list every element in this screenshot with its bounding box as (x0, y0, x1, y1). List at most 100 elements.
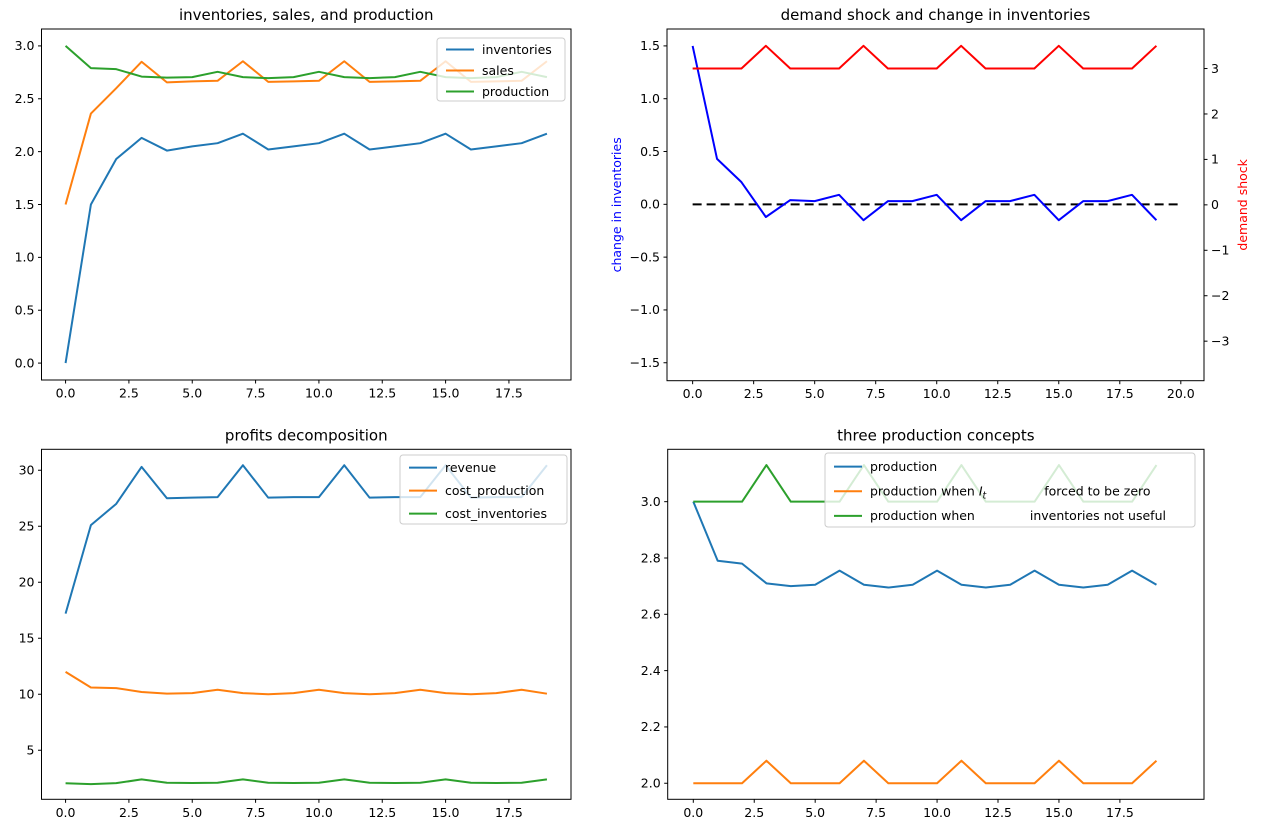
y-tick-label: 1.5 (640, 38, 660, 53)
line-demand-shock (692, 44, 1158, 70)
x-tick-label: 17.5 (1106, 805, 1134, 820)
x-tick-label: 12.5 (368, 805, 396, 820)
y-tick-right-label: 3 (1211, 61, 1219, 76)
legend-label-sales: sales (482, 63, 514, 78)
y-tick-label: 3.0 (15, 38, 35, 53)
x-tick-label: 5.0 (805, 386, 825, 401)
panel-three-production-concepts: three production concepts 0.0 2.5 5.0 7.5 10.… (641, 426, 1205, 820)
y-tick-right-label: −1 (1211, 243, 1229, 258)
x-tick-label: 10.0 (305, 805, 333, 820)
legend-label-production: production (482, 84, 549, 99)
y-tick-label: 0.5 (640, 144, 660, 159)
y-tick-label: −1.5 (630, 355, 660, 370)
chart-title-profits-decomposition: profits decomposition (225, 426, 388, 444)
x-tick-label: 17.5 (1106, 386, 1134, 401)
x-tick-label: 12.5 (984, 386, 1012, 401)
y-tick-label: 15 (19, 631, 35, 646)
line-production-when-i-t-forced-to-be-zero (693, 759, 1158, 785)
y-tick-label: 1.0 (640, 91, 660, 106)
chart-title-inventories-sales-production: inventories, sales, and production (179, 6, 434, 24)
line-cost-production (65, 670, 548, 696)
x-tick-label: 0.0 (683, 386, 703, 401)
ylabel-left: change in inventories (609, 137, 624, 272)
y-tick-right-label: −3 (1211, 333, 1229, 348)
chart-title-three-production-concepts: three production concepts (837, 426, 1035, 444)
x-tick-label: 0.0 (56, 386, 76, 401)
legend-label-cost-production: cost_production (445, 483, 544, 498)
x-tick-label: 20.0 (1167, 386, 1195, 401)
x-tick-label: 2.5 (744, 805, 764, 820)
legend-frame (436, 37, 566, 102)
y-tick-label: 2.4 (641, 663, 661, 678)
y-tick-label: 2.8 (641, 550, 661, 565)
ylabel-right: demand shock (1235, 158, 1250, 250)
y-tick-label: −1.0 (630, 302, 660, 317)
y-tick-label: 1.0 (15, 250, 35, 265)
panel-profits-decomposition: profits decomposition 0.0 2.5 5.0 7.5 10.0 12.… (19, 426, 572, 820)
panel-demand-shock-change-inventories: demand shock and change in inventories 0.… (609, 6, 1250, 401)
x-tick-label: 10.0 (923, 386, 951, 401)
y-tick-right-label: −2 (1211, 288, 1229, 303)
y-tick-label: 20 (19, 575, 35, 590)
x-tick-label: 5.0 (805, 805, 825, 820)
x-tick-label: 7.5 (866, 805, 886, 820)
line-change-in-inventories (691, 45, 1158, 222)
legend-label-production-when-inventories-not-useful: production when inventories not useful (870, 508, 1166, 523)
legend-inventories-sales-production: inventories sales production (436, 37, 566, 102)
x-tick-label: 5.0 (182, 805, 202, 820)
y-tick-label: 0.0 (15, 355, 35, 370)
x-tick-label: 10.0 (305, 386, 333, 401)
legend-label-cost-inventories: cost_inventories (445, 506, 547, 521)
chart-title-demand-shock-change-inventories: demand shock and change in inventories (781, 6, 1091, 24)
legend-profits-decomposition: revenue cost_production cost_inventories (399, 454, 568, 525)
y-tick-label: 25 (19, 519, 35, 534)
line-cost-inventories (65, 778, 548, 786)
x-tick-label: 2.5 (119, 805, 139, 820)
y-tick-label: −0.5 (630, 249, 660, 264)
legend-label-production-when-i-t-forced-to-be-zero: production when It forced to be zero (870, 484, 1151, 502)
y-tick-label: 2.0 (641, 776, 661, 791)
legend-label-inventories: inventories (482, 42, 552, 57)
x-tick-label: 17.5 (495, 386, 523, 401)
line-production (692, 501, 1157, 589)
x-tick-label: 2.5 (119, 386, 139, 401)
x-tick-label: 10.0 (923, 805, 951, 820)
x-tick-label: 5.0 (182, 386, 202, 401)
x-tick-label: 0.0 (56, 805, 76, 820)
y-tick-label: 0.0 (640, 197, 660, 212)
legend-frame (824, 452, 1196, 528)
y-tick-label: 1.5 (15, 197, 35, 212)
y-tick-label: 3.0 (641, 494, 661, 509)
x-tick-label: 7.5 (246, 805, 266, 820)
y-tick-label: 2.0 (15, 144, 35, 159)
line-inventories (64, 132, 548, 364)
x-tick-label: 7.5 (246, 386, 266, 401)
y-tick-right-label: 1 (1211, 152, 1219, 167)
legend-label-revenue: revenue (445, 460, 496, 475)
legend-label-production: production (870, 459, 937, 474)
legend-three-production-concepts: production production when It forced to be… (824, 452, 1196, 528)
x-tick-label: 15.0 (432, 805, 460, 820)
x-tick-label: 2.5 (744, 386, 764, 401)
x-tick-label: 12.5 (368, 386, 396, 401)
x-tick-label: 7.5 (866, 386, 886, 401)
x-tick-label: 12.5 (984, 805, 1012, 820)
x-tick-label: 15.0 (1045, 386, 1073, 401)
y-tick-label: 0.5 (15, 303, 35, 318)
legend-frame (399, 454, 568, 525)
axes-spines-three-production-concepts (667, 448, 1205, 800)
y-tick-label: 5 (27, 743, 35, 758)
x-tick-label: 15.0 (1045, 805, 1073, 820)
x-tick-label: 0.0 (683, 805, 703, 820)
y-tick-right-label: 0 (1211, 197, 1219, 212)
y-tick-label: 2.2 (641, 719, 661, 734)
x-tick-label: 15.0 (432, 386, 460, 401)
y-tick-label: 2.5 (15, 91, 35, 106)
y-tick-label: 10 (19, 687, 35, 702)
panel-inventories-sales-production: inventories, sales, and production 0.0 2.5… (15, 6, 572, 401)
x-tick-label: 17.5 (495, 805, 523, 820)
y-tick-label: 30 (19, 463, 35, 478)
y-tick-right-label: 2 (1211, 106, 1219, 121)
